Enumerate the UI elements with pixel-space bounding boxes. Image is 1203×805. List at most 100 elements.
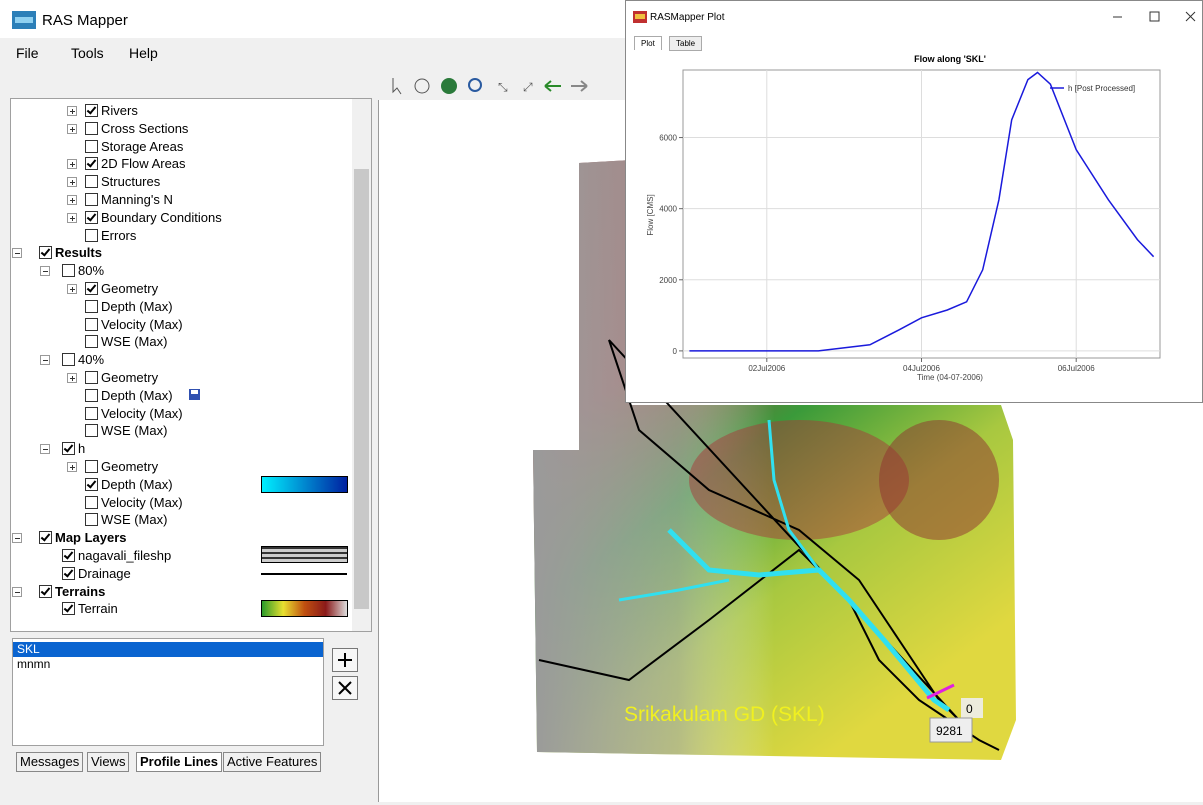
checkbox[interactable] [85,140,98,153]
checkbox[interactable] [62,353,75,366]
expander[interactable] [40,266,50,276]
add-button[interactable] [332,648,358,672]
expander[interactable] [67,159,77,169]
expander-sign [72,180,73,185]
menu-item[interactable]: Tools [71,45,104,61]
checkbox[interactable] [85,282,98,295]
layer-tree: RiversCross SectionsStorage Areas2D Flow… [10,98,372,632]
expander[interactable] [67,195,77,205]
layer-label: Errors [101,228,136,243]
expander[interactable] [67,124,77,134]
delete-button[interactable] [332,676,358,700]
chart: Flow along 'SKL' Time (04-07-2006) Flow … [625,50,1202,400]
expander-sign [72,198,73,203]
legend-label: h [Post Processed] [1068,84,1135,93]
checkbox[interactable] [85,175,98,188]
checkbox[interactable] [85,513,98,526]
checkbox[interactable] [62,567,75,580]
maximize[interactable] [1150,12,1159,21]
checkbox[interactable] [62,442,75,455]
checkbox[interactable] [85,496,98,509]
expander[interactable] [67,177,77,187]
app-icon [633,11,647,23]
expander[interactable] [12,587,22,597]
y-tick-label: 6000 [659,134,677,143]
expander[interactable] [40,444,50,454]
expander[interactable] [67,106,77,116]
expander[interactable] [67,213,77,223]
tool-icon[interactable] [441,78,457,94]
checkbox[interactable] [62,264,75,277]
tree-row: Drainage [11,565,351,583]
tree-row: 2D Flow Areas [11,155,351,173]
checkbox[interactable] [39,585,52,598]
checkbox[interactable] [85,335,98,348]
checkbox[interactable] [39,246,52,259]
tree-row: Results [11,244,351,262]
tree-row: Errors [11,227,351,245]
layer-label: Velocity (Max) [101,317,183,332]
tool-icon[interactable] [393,78,401,94]
tree-row: 40% [11,351,351,369]
tree-row: Depth (Max) [11,476,351,494]
checkbox[interactable] [85,300,98,313]
checkbox[interactable] [85,478,98,491]
checkbox[interactable] [39,531,52,544]
tool-icon[interactable]: ⤢ [522,80,533,94]
close[interactable] [1186,12,1195,21]
profile-line-item[interactable]: SKL [13,642,323,657]
expander[interactable] [67,284,77,294]
scroll-thumb[interactable] [354,169,369,609]
layer-label: Terrain [78,601,118,616]
menu-item[interactable]: Help [129,45,158,61]
checkbox[interactable] [85,211,98,224]
expander[interactable] [12,248,22,258]
tool-icon[interactable] [545,81,561,91]
tool-icon[interactable] [469,79,481,91]
tree-row: Velocity (Max) [11,494,351,512]
checkbox[interactable] [85,318,98,331]
expander[interactable] [12,533,22,543]
tree-row: Cross Sections [11,120,351,138]
checkbox[interactable] [85,407,98,420]
plot-tab[interactable]: Plot [634,36,662,50]
menu-item[interactable]: File [16,45,39,61]
tool-icon[interactable] [571,81,587,91]
checkbox[interactable] [85,460,98,473]
layer-label: Structures [101,174,160,189]
expander-sign [43,360,48,361]
checkbox[interactable] [85,157,98,170]
checkbox[interactable] [85,229,98,242]
tree-row: Geometry [11,280,351,298]
tab[interactable]: Views [87,752,129,772]
app-icon [12,11,36,29]
tab[interactable]: Profile Lines [136,752,222,772]
layer-label: Results [55,245,102,260]
expander[interactable] [67,462,77,472]
expander[interactable] [40,355,50,365]
layer-label: Boundary Conditions [101,210,222,225]
layer-label: Rivers [101,103,138,118]
tab[interactable]: Messages [16,752,83,772]
tree-row: WSE (Max) [11,422,351,440]
scrollbar[interactable] [352,99,371,631]
tool-icon[interactable]: ⤡ [498,80,508,94]
checkbox[interactable] [85,424,98,437]
plot-tab[interactable]: Table [669,36,702,51]
checkbox[interactable] [85,104,98,117]
checkbox[interactable] [62,602,75,615]
checkbox[interactable] [62,549,75,562]
tab[interactable]: Active Features [223,752,321,772]
tree-row: Terrains [11,583,351,601]
check-mark [41,247,51,257]
tree-row: Velocity (Max) [11,405,351,423]
checkbox[interactable] [85,389,98,402]
checkbox[interactable] [85,122,98,135]
checkbox[interactable] [85,193,98,206]
expander[interactable] [67,373,77,383]
profile-line-item[interactable]: mnmn [13,657,323,672]
checkbox[interactable] [85,371,98,384]
terrain-high [879,420,999,540]
tree-row: Structures [11,173,351,191]
tool-icon[interactable] [415,79,429,93]
